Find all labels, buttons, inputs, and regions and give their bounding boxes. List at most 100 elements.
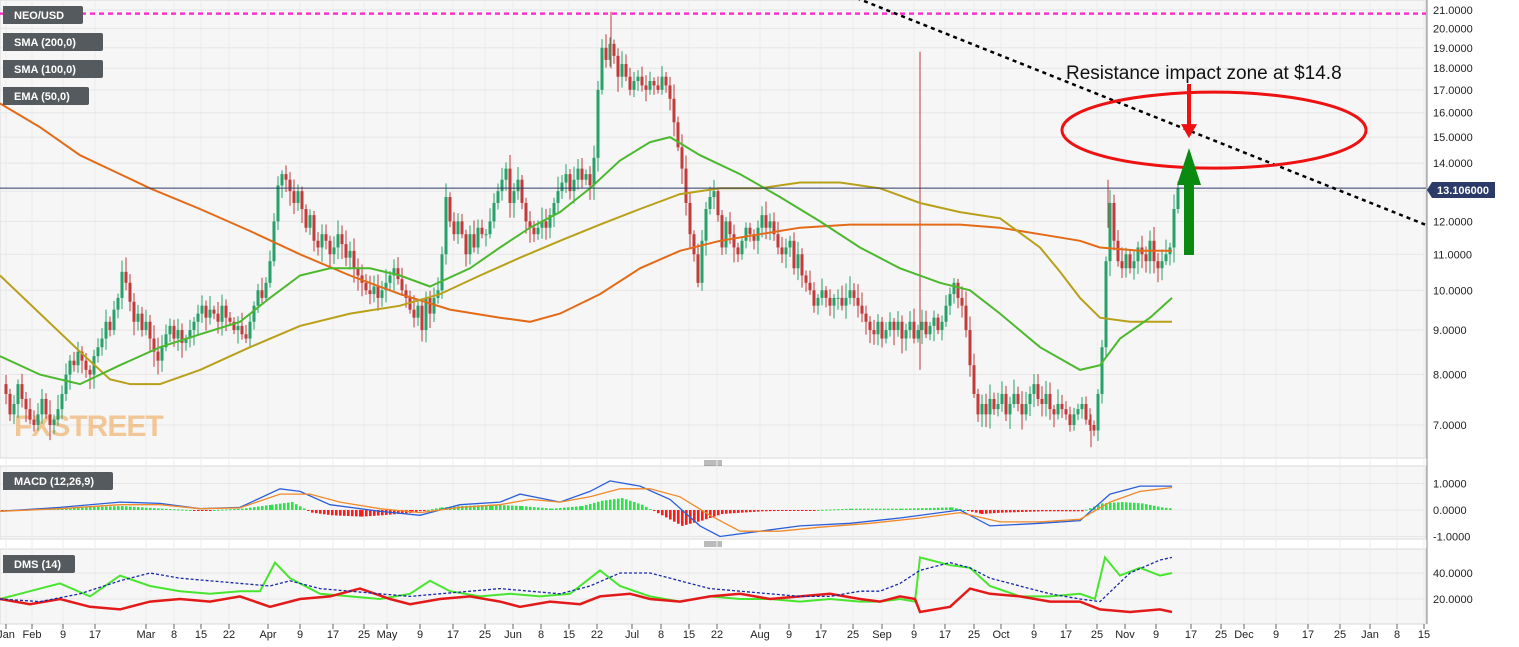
macd-panel[interactable] <box>0 465 1427 540</box>
candle-body <box>404 290 408 298</box>
candle-body <box>540 221 544 228</box>
pane-resize-handle[interactable] <box>704 460 722 466</box>
macd-histogram-bar <box>1089 508 1092 510</box>
legend-dms[interactable]: DMS (14) <box>3 555 75 573</box>
macd-tick-label: 1.0000 <box>1433 479 1467 491</box>
macd-histogram-bar <box>985 510 988 514</box>
candle-body <box>652 81 656 86</box>
candle-body <box>732 234 736 248</box>
candle-body <box>208 309 212 318</box>
macd-histogram-bar <box>737 510 740 513</box>
macd-histogram-bar <box>549 508 552 510</box>
candle-body <box>104 321 108 339</box>
x-tick-label: 17 <box>89 629 101 641</box>
x-tick-label: 25 <box>479 629 491 641</box>
macd-histogram-bar <box>937 507 940 510</box>
macd-histogram-bar <box>589 503 592 510</box>
macd-histogram-bar <box>291 502 294 510</box>
macd-histogram-bar <box>279 503 282 510</box>
candle-body <box>472 234 476 248</box>
candle-body <box>948 294 952 306</box>
candle-body <box>460 221 464 235</box>
macd-histogram-bar <box>765 510 768 512</box>
legend-symbol[interactable]: NEO/USD <box>3 6 83 24</box>
candle-body <box>648 81 652 90</box>
dms-panel[interactable] <box>0 548 1427 625</box>
macd-histogram-bar <box>537 507 540 510</box>
candle-body <box>944 305 948 322</box>
macd-histogram-bar <box>427 509 430 511</box>
candle-body <box>428 297 432 314</box>
svg-text:13.106000: 13.106000 <box>1437 185 1489 197</box>
macd-histogram-bar <box>1129 502 1132 510</box>
candle-body <box>44 398 48 415</box>
candle-body <box>316 240 320 248</box>
candle-body <box>476 227 480 248</box>
macd-histogram-bar <box>269 504 272 510</box>
macd-histogram-bar <box>511 505 514 510</box>
candle-body <box>1048 393 1052 410</box>
candle-body <box>468 234 472 255</box>
candle-body <box>96 347 100 357</box>
candle-body <box>220 305 224 322</box>
candle-body <box>740 240 744 255</box>
candle-body <box>176 330 180 339</box>
macd-histogram-bar <box>193 510 196 511</box>
candle-body <box>24 398 28 410</box>
candle-body <box>1144 254 1148 262</box>
candle-body <box>348 250 352 258</box>
macd-histogram-bar <box>975 510 978 513</box>
candle-body <box>56 409 60 420</box>
macd-histogram-bar <box>1097 504 1100 510</box>
macd-histogram-bar <box>69 507 72 510</box>
macd-histogram-bar <box>275 504 278 510</box>
macd-histogram-bar <box>581 506 584 510</box>
candle-body <box>240 325 244 335</box>
candle-body <box>1080 404 1084 410</box>
macd-histogram-bar <box>397 510 400 514</box>
candle-body <box>280 174 284 186</box>
legend-ema50[interactable]: EMA (50,0) <box>3 87 89 105</box>
sma-200-line <box>0 102 1172 323</box>
price-tick-label: 18.0000 <box>1433 63 1473 75</box>
legend-macd[interactable]: MACD (12,26,9) <box>3 472 113 490</box>
candle-body <box>884 330 888 339</box>
candle-body <box>16 384 20 405</box>
pane-resize-handle[interactable] <box>704 541 722 547</box>
macd-histogram-bar <box>173 509 176 511</box>
legend-sma100[interactable]: SMA (100,0) <box>3 60 103 78</box>
candle-body <box>580 168 584 180</box>
macd-histogram-bar <box>117 506 120 510</box>
macd-histogram-bar <box>253 507 256 510</box>
candle-body <box>712 191 716 198</box>
macd-histogram-bar <box>617 498 620 510</box>
macd-histogram-bar <box>181 509 184 511</box>
candle-body <box>704 209 708 241</box>
macd-histogram-bar <box>323 510 326 515</box>
candle-body <box>912 321 916 339</box>
candle-body <box>284 174 288 180</box>
candle-body <box>148 321 152 339</box>
macd-histogram-bar <box>1113 502 1116 510</box>
macd-histogram-bar <box>575 506 578 510</box>
macd-histogram-bar <box>789 510 792 511</box>
x-tick-label: 22 <box>223 629 235 641</box>
macd-histogram-bar <box>661 510 664 516</box>
macd-histogram-bar <box>585 504 588 510</box>
candle-body <box>356 268 360 276</box>
macd-histogram-bar <box>189 509 192 511</box>
macd-histogram-bar <box>725 510 728 514</box>
macd-histogram-bar <box>369 510 372 517</box>
macd-histogram-bar <box>705 510 708 520</box>
candle-body <box>936 317 940 331</box>
macd-histogram-bar <box>883 508 886 510</box>
macd-histogram-bar <box>157 508 160 510</box>
legend-sma200[interactable]: SMA (200,0) <box>3 33 103 51</box>
macd-histogram-bar <box>649 508 652 510</box>
candle-body <box>920 321 924 331</box>
candle-body <box>728 221 732 235</box>
macd-histogram-bar <box>205 510 208 511</box>
macd-histogram-bar <box>465 505 468 510</box>
candle-body <box>384 282 388 291</box>
